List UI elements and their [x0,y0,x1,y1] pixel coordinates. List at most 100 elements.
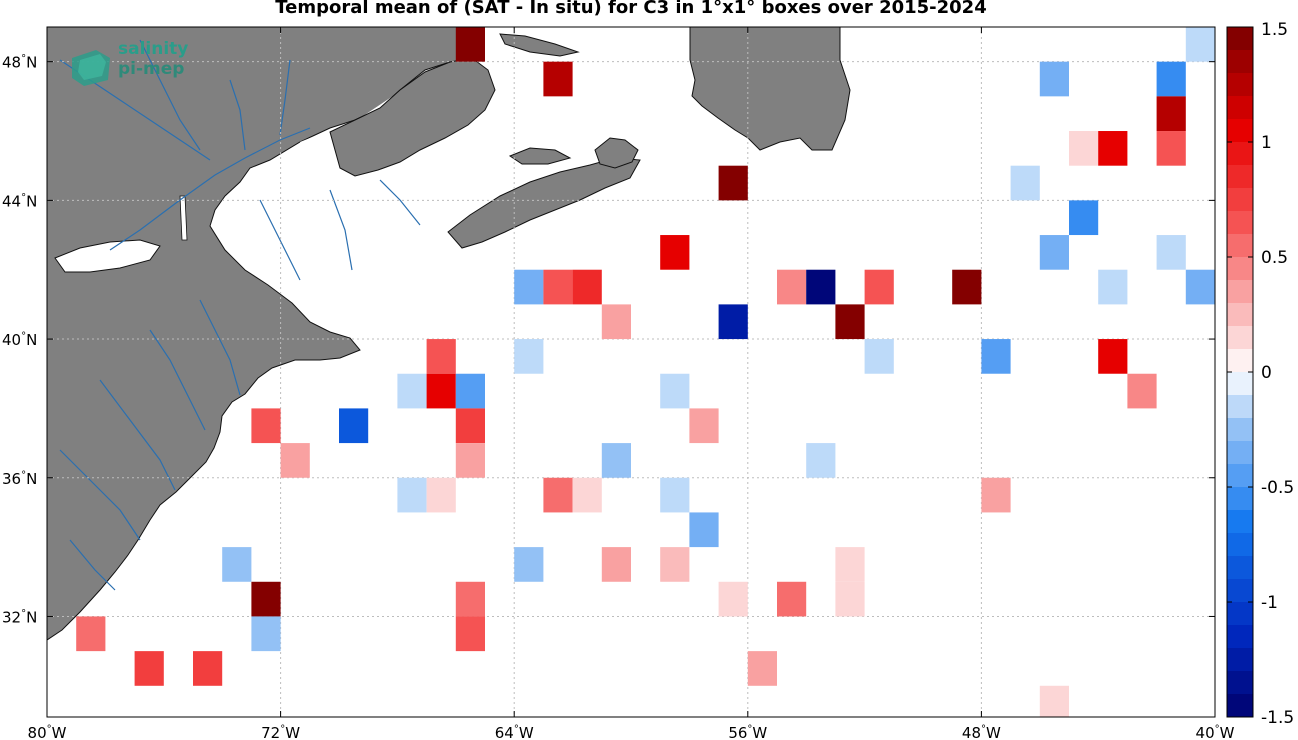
land-cape-breton [594,137,639,169]
anomaly-cell [601,547,631,582]
colorbar-step [1227,349,1253,373]
y-tick-label: 36°N [2,470,37,488]
anomaly-cell [806,443,836,478]
anomaly-cell [1039,235,1069,270]
anomaly-cell [339,408,369,444]
anomaly-cell [455,373,485,409]
anomaly-cell [1098,269,1128,305]
colorbar-step [1227,418,1253,442]
x-tick-label: 40°W [1196,724,1235,740]
anomaly-cell [777,269,807,305]
colorbar-tick-label: -0.5 [1261,478,1294,498]
anomaly-cell [747,651,777,686]
anomaly-cell [1039,61,1069,97]
anomaly-cell [193,651,223,686]
colorbar-step [1227,165,1253,189]
anomaly-cell [426,373,456,409]
anomaly-cell [397,373,427,409]
y-tick-label: 44°N [2,192,37,210]
colorbar-step [1227,257,1253,281]
logo-mark-icon [72,50,110,86]
anomaly-cell [1010,165,1040,201]
colorbar: 1.5 1 0.5 0 -0.5 -1 -1.5 [1226,20,1294,728]
colorbar-step [1227,372,1253,396]
anomaly-cell [952,269,982,305]
anomaly-cell [660,235,690,270]
anomaly-cell [1156,131,1186,166]
anomaly-cell [455,616,485,652]
colorbar-step [1227,671,1253,695]
anomaly-cell [397,477,427,513]
colorbar-step [1227,579,1253,603]
anomaly-cell [222,547,252,582]
anomaly-cell [689,512,719,548]
y-tick-label: 40°N [2,331,37,349]
x-axis-ticks: 80°W 72°W 64°W 56°W 48°W 40°W [28,27,1235,740]
anomaly-cell [543,477,573,513]
colorbar-step [1227,464,1253,488]
colorbar-step [1227,533,1253,557]
anomaly-cell [718,304,748,340]
anomaly-cell [601,443,631,478]
land-nova-scotia [447,157,641,249]
anomaly-cell [426,339,456,374]
colorbar-step [1227,211,1253,235]
anomaly-cell [426,477,456,513]
anomaly-cell [718,165,748,201]
anomaly-cell [251,581,281,617]
anomaly-cell [1039,685,1069,717]
anomaly-cell [1156,235,1186,270]
anomaly-cell [455,443,485,478]
x-tick-label: 56°W [728,724,767,740]
colorbar-step [1227,142,1253,166]
land-anticosti [499,33,580,57]
colorbar-step [1227,280,1253,304]
land-gaspe [329,57,496,177]
colorbar-step [1227,694,1253,718]
anomaly-cell [864,269,894,305]
anomaly-cell [660,373,690,409]
anomaly-cell [1098,131,1128,166]
x-tick-label: 80°W [28,724,67,740]
colorbar-tick-label: 0.5 [1261,248,1288,268]
colorbar-step [1227,625,1253,649]
lake-ontario [54,239,161,273]
colorbar-step [1227,96,1253,120]
anomaly-cell [280,443,310,478]
anomaly-cell [572,477,602,513]
anomaly-cell [1185,269,1215,305]
anomaly-cell [660,477,690,513]
logo-line-2: pi-mep [118,59,185,79]
land-newfoundland [689,27,851,151]
anomaly-cell [1156,61,1186,97]
anomaly-cell [718,581,748,617]
colorbar-step [1227,648,1253,672]
anomaly-cell [455,581,485,617]
colorbar-step [1227,395,1253,419]
anomaly-cell [572,269,602,305]
anomaly-cell [981,339,1011,374]
y-axis-ticks: 48°N 44°N 40°N 36°N 32°N [2,54,1215,626]
colorbar-step [1227,73,1253,97]
colorbar-step [1227,303,1253,327]
anomaly-cell [777,581,807,617]
anomaly-cell [134,651,164,686]
x-tick-label: 64°W [495,724,534,740]
land-pei [508,147,572,165]
colorbar-tick-label: 1 [1261,133,1272,153]
map-title: Temporal mean of (SAT - In situ) for C3 … [275,0,987,18]
colorbar-tick-label: 1.5 [1261,20,1288,40]
colorbar-step [1227,50,1253,74]
anomaly-cell [835,581,865,617]
anomaly-cell [981,477,1011,513]
anomaly-cell [251,408,281,444]
colorbar-tick-label: -1.5 [1261,708,1294,728]
colorbar-step [1227,602,1253,626]
anomaly-cell [1098,339,1128,374]
lake-champlain [179,195,188,241]
anomaly-cell [514,339,544,374]
anomaly-cell [1185,27,1215,62]
colorbar-step [1227,510,1253,534]
colorbar-step [1227,556,1253,580]
